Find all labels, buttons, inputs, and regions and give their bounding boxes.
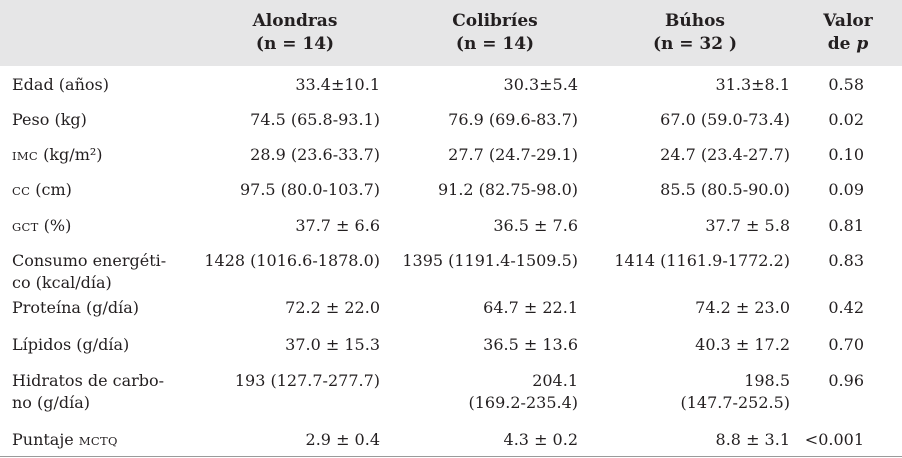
row-label-abbrev: IMC — [12, 149, 39, 163]
cell-alondras: 72.2 ± 22.0 — [285, 298, 380, 317]
cell-alondras: 37.0 ± 15.3 — [285, 335, 380, 354]
cell-p-value: 0.42 — [828, 298, 864, 317]
cell-alondras: 33.4±10.1 — [295, 75, 380, 94]
header-alondras-n: (n = 14) — [255, 34, 335, 54]
cell-alondras: 2.9 ± 0.4 — [305, 430, 380, 449]
row-label: Puntaje MCTQ — [12, 429, 202, 452]
table-header: Alondras (n = 14) Colibríes (n = 14) Búh… — [0, 0, 902, 66]
cell-alondras: 1428 (1016.6-1878.0) — [204, 251, 380, 270]
cell-buhos: 24.7 (23.4-27.7) — [660, 145, 790, 164]
row-label-unit: (%) — [38, 216, 72, 235]
row-label-line1: Hidratos de carbo- — [12, 371, 165, 390]
cell-colibries: 1395 (1191.4-1509.5) — [402, 251, 578, 270]
header-p-value: Valor de p — [800, 10, 896, 56]
cell-colibries: 36.5 ± 7.6 — [493, 216, 578, 235]
header-alondras-name: Alondras — [252, 11, 338, 31]
row-label: Proteína (g/día) — [12, 298, 140, 317]
cell-colibries: 204.1 (169.2-235.4) — [400, 370, 579, 414]
cell-p-value: 0.58 — [828, 75, 864, 94]
row-label: Lípidos (g/día) — [12, 335, 130, 354]
cell-p-value: 0.09 — [828, 180, 864, 199]
cell-p-value: 0.10 — [828, 145, 864, 164]
cell-colibries-range: (169.2-235.4) — [468, 393, 579, 412]
row-label: IMC (kg/m²) — [12, 144, 202, 167]
row-label: CC (cm) — [12, 179, 202, 202]
row-label-prefix: Puntaje — [12, 430, 79, 449]
row-label: Hidratos de carbo- no (g/día) — [12, 370, 202, 414]
cell-p-value: 0.81 — [828, 216, 864, 235]
row-label-abbrev: MCTQ — [78, 434, 118, 448]
cell-p-value: 0.70 — [828, 335, 864, 354]
row-label-unit: (cm) — [30, 180, 72, 199]
cell-buhos: 85.5 (80.5-90.0) — [660, 180, 790, 199]
row-label: GCT (%) — [12, 215, 202, 238]
cell-colibries: 30.3±5.4 — [503, 75, 578, 94]
cell-buhos: 67.0 (59.0-73.4) — [660, 110, 790, 129]
row-label-line2: co (kcal/día) — [12, 273, 112, 292]
row-label-abbrev: GCT — [12, 220, 39, 234]
cell-buhos: 31.3±8.1 — [715, 75, 790, 94]
cell-buhos: 198.5 (147.7-252.5) — [600, 370, 791, 414]
row-label: Consumo energéti- co (kcal/día) — [12, 250, 202, 294]
cell-alondras: 74.5 (65.8-93.1) — [250, 110, 380, 129]
cell-alondras: 37.7 ± 6.6 — [295, 216, 380, 235]
row-label: Peso (kg) — [12, 110, 87, 129]
table-bottom-rule — [0, 456, 902, 457]
cell-buhos: 1414 (1161.9-1772.2) — [614, 251, 790, 270]
header-p-value-line1: Valor — [823, 11, 873, 31]
cell-colibries-mean: 204.1 — [532, 371, 578, 390]
cell-p-value: <0.001 — [804, 430, 864, 449]
header-p-value-line2: de p — [800, 33, 896, 56]
cell-colibries: 64.7 ± 22.1 — [483, 298, 578, 317]
cell-alondras: 28.9 (23.6-33.7) — [250, 145, 380, 164]
header-buhos-n: (n = 32 ) — [652, 34, 738, 54]
cell-colibries: 27.7 (24.7-29.1) — [448, 145, 578, 164]
row-label-unit: (kg/m²) — [38, 145, 103, 164]
header-p-value-prefix: de — [827, 34, 857, 54]
cell-p-value: 0.83 — [828, 251, 864, 270]
cell-colibries: 76.9 (69.6-83.7) — [448, 110, 578, 129]
header-colibries-n: (n = 14) — [455, 34, 535, 54]
row-label-abbrev: CC — [12, 184, 31, 198]
row-label-line2: no (g/día) — [12, 393, 91, 412]
row-label: Edad (años) — [12, 75, 109, 94]
header-colibries: Colibríes (n = 14) — [400, 10, 590, 56]
cell-buhos: 74.2 ± 23.0 — [695, 298, 790, 317]
cell-buhos-range: (147.7-252.5) — [680, 393, 791, 412]
cell-p-value: 0.96 — [828, 371, 864, 390]
cell-colibries: 91.2 (82.75-98.0) — [437, 180, 578, 199]
cell-alondras: 97.5 (80.0-103.7) — [239, 180, 380, 199]
cell-colibries: 4.3 ± 0.2 — [503, 430, 578, 449]
cell-colibries: 36.5 ± 13.6 — [483, 335, 578, 354]
header-buhos: Búhos (n = 32 ) — [600, 10, 790, 56]
row-label-line1: Consumo energéti- — [12, 251, 167, 270]
cell-buhos: 8.8 ± 3.1 — [715, 430, 790, 449]
header-buhos-name: Búhos — [665, 11, 725, 31]
cell-alondras: 193 (127.7-277.7) — [234, 371, 380, 390]
cell-buhos: 37.7 ± 5.8 — [705, 216, 790, 235]
header-colibries-name: Colibríes — [452, 11, 538, 31]
cell-p-value: 0.02 — [828, 110, 864, 129]
cell-buhos: 40.3 ± 17.2 — [695, 335, 790, 354]
cell-buhos-mean: 198.5 — [744, 371, 790, 390]
header-p-value-italic: p — [856, 34, 869, 54]
header-alondras: Alondras (n = 14) — [200, 10, 390, 56]
